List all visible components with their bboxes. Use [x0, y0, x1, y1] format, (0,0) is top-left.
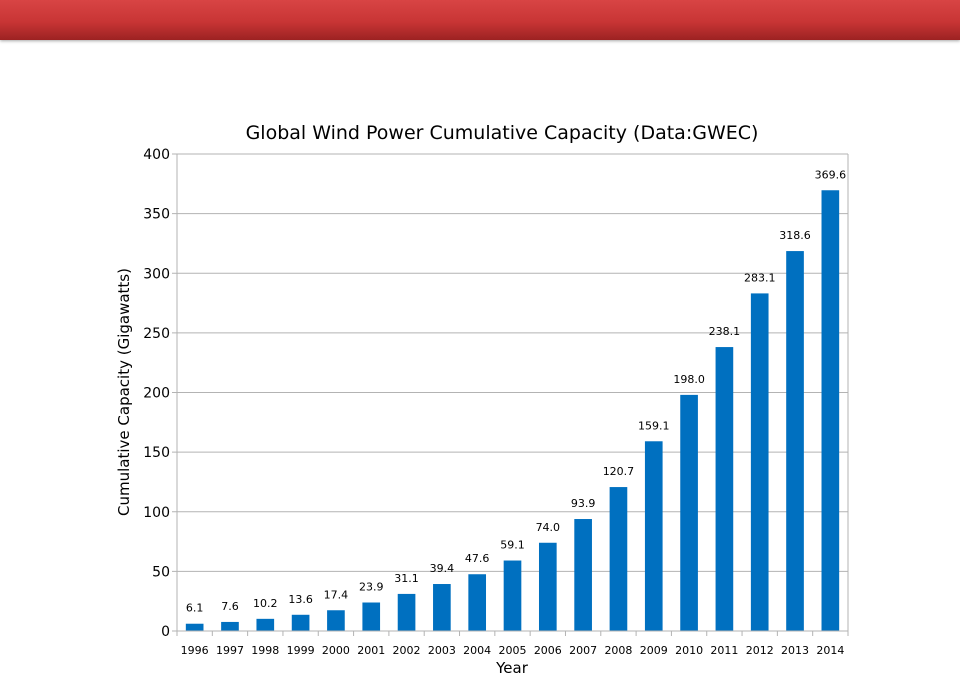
bar-1996	[185, 623, 204, 631]
x-tick-label-1998: 1998	[251, 644, 279, 657]
bars	[185, 190, 840, 631]
data-label-2012: 283.1	[744, 271, 776, 284]
bar-2000	[327, 610, 345, 631]
gridlines	[177, 153, 848, 572]
y-tick-label-150: 150	[143, 445, 170, 461]
bar-1998	[256, 618, 275, 631]
x-tick-label-2009: 2009	[640, 644, 668, 657]
x-tick-label-2003: 2003	[428, 644, 456, 657]
data-label-2004: 47.6	[465, 552, 490, 565]
y-tick-label-250: 250	[143, 326, 170, 342]
bar-2006	[538, 542, 557, 631]
bar-2013	[786, 251, 804, 631]
x-tick-label-2006: 2006	[534, 644, 562, 657]
bar-2014	[821, 190, 840, 631]
x-tick-label-2013: 2013	[781, 644, 809, 657]
x-tick-label-1996: 1996	[181, 644, 209, 657]
y-tick-label-300: 300	[143, 266, 170, 282]
x-tick-label-1999: 1999	[287, 644, 315, 657]
data-label-2005: 59.1	[500, 539, 525, 552]
x-tick-label-2010: 2010	[675, 644, 703, 657]
bar-1997	[221, 621, 239, 631]
bar-2011	[715, 347, 734, 631]
bar-2004	[468, 574, 487, 631]
y-tick-label-0: 0	[161, 624, 170, 640]
bar-2002	[397, 593, 416, 631]
bar-2001	[362, 602, 381, 631]
data-label-2010: 198.0	[673, 373, 705, 386]
data-label-2008: 120.7	[603, 465, 635, 478]
x-tick-label-2014: 2014	[816, 644, 844, 657]
data-label-2011: 238.1	[709, 325, 741, 338]
data-labels: 6.1 7.6 10.2 13.6 17.4 23.9 31.1 39.4 47.6 59.1 74…	[186, 168, 846, 614]
x-tick-label-2005: 2005	[499, 644, 527, 657]
y-axis-title: Cumulative Capacity (Gigawatts)	[115, 268, 133, 516]
bar-2012	[750, 293, 769, 631]
bar-2005	[503, 560, 522, 631]
data-label-1996: 6.1	[186, 602, 204, 615]
top-banner	[0, 0, 960, 40]
x-tick-label-1997: 1997	[216, 644, 244, 657]
data-label-1998: 10.2	[253, 597, 278, 610]
data-label-2002: 31.1	[394, 572, 419, 585]
data-label-1999: 13.6	[288, 593, 313, 606]
chart-title: Global Wind Power Cumulative Capacity (D…	[246, 122, 759, 144]
data-label-2006: 74.0	[536, 521, 561, 534]
x-tick-label-2001: 2001	[357, 644, 385, 657]
x-tick-label-2002: 2002	[393, 644, 421, 657]
x-tick-label-2008: 2008	[604, 644, 632, 657]
data-label-2003: 39.4	[430, 562, 455, 575]
y-tick-label-350: 350	[143, 207, 170, 223]
x-tick-label-2007: 2007	[569, 644, 597, 657]
data-label-2013: 318.6	[779, 229, 811, 242]
bar-2009	[644, 441, 663, 631]
y-tick-label-50: 50	[152, 564, 170, 580]
x-tick-label-2000: 2000	[322, 644, 350, 657]
bar-2003	[433, 584, 451, 631]
bar-1999	[291, 614, 310, 631]
x-axis-title: Year	[495, 659, 529, 677]
data-label-2000: 17.4	[324, 588, 349, 601]
y-tick-label-400: 400	[143, 147, 170, 163]
x-tick-label-2012: 2012	[746, 644, 774, 657]
data-label-2009: 159.1	[638, 419, 670, 432]
x-tick-label-2011: 2011	[710, 644, 738, 657]
x-tick-label-2004: 2004	[463, 644, 491, 657]
bar-2007	[574, 519, 592, 631]
data-label-1997: 7.6	[221, 600, 239, 613]
data-label-2014: 369.6	[815, 168, 847, 181]
bar-2008	[609, 487, 628, 631]
data-label-2007: 93.9	[571, 497, 596, 510]
y-tick-label-100: 100	[143, 505, 170, 521]
bar-2010	[680, 394, 698, 631]
data-label-2001: 23.9	[359, 580, 384, 593]
axes: 0 50 100 150 200 250 300 350 400 1996 1997 1998 1999…	[143, 147, 849, 657]
y-tick-label-200: 200	[143, 386, 170, 402]
